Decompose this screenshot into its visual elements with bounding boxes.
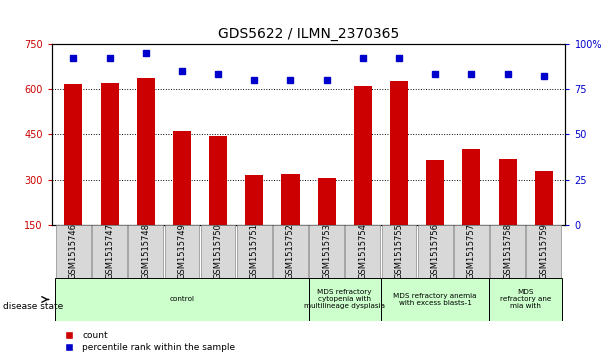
Legend: count, percentile rank within the sample: count, percentile rank within the sample [56,327,239,355]
Bar [273,225,308,278]
Text: GSM1515757: GSM1515757 [467,223,476,280]
Text: GSM1515746: GSM1515746 [69,223,78,280]
Text: GSM1515755: GSM1515755 [395,224,404,279]
Text: GSM1515750: GSM1515750 [213,224,223,279]
Bar [490,225,525,278]
Bar [309,225,344,278]
Text: GSM1515754: GSM1515754 [358,224,367,279]
Text: GSM1515749: GSM1515749 [178,224,187,279]
Bar [489,278,562,321]
Text: GSM1515758: GSM1515758 [503,223,512,280]
Text: disease state: disease state [3,302,63,311]
Bar [345,225,380,278]
Bar [56,225,91,278]
Bar [454,225,489,278]
Bar [245,175,263,225]
Bar [100,83,119,225]
Bar [209,136,227,225]
Bar [390,81,408,225]
Bar [499,159,517,225]
Text: MDS refractory anemia
with excess blasts-1: MDS refractory anemia with excess blasts… [393,293,477,306]
Bar [282,174,300,225]
Bar [137,78,155,225]
Text: GSM1515759: GSM1515759 [539,224,548,279]
Bar [381,278,489,321]
Bar [462,150,480,225]
Bar [426,160,444,225]
Text: GSM1515748: GSM1515748 [141,223,150,280]
Text: GSM1515747: GSM1515747 [105,223,114,280]
Bar [308,278,381,321]
Text: control: control [170,297,195,302]
Text: GSM1515753: GSM1515753 [322,223,331,280]
Bar [201,225,235,278]
Bar [382,225,416,278]
Bar [165,225,199,278]
Text: MDS refractory
cytopenia with
multilineage dysplasia: MDS refractory cytopenia with multilinea… [304,289,385,310]
Bar [55,278,308,321]
Bar [354,86,372,225]
Bar [128,225,163,278]
Bar [317,178,336,225]
Bar [527,225,561,278]
Text: GSM1515751: GSM1515751 [250,224,259,279]
Bar [92,225,127,278]
Text: GSM1515752: GSM1515752 [286,224,295,279]
Bar [64,84,83,225]
Text: MDS
refractory ane
mia with: MDS refractory ane mia with [500,289,551,310]
Bar [173,131,191,225]
Bar [418,225,452,278]
Text: GSM1515756: GSM1515756 [430,223,440,280]
Bar [237,225,272,278]
Title: GDS5622 / ILMN_2370365: GDS5622 / ILMN_2370365 [218,27,399,41]
Bar [534,171,553,225]
